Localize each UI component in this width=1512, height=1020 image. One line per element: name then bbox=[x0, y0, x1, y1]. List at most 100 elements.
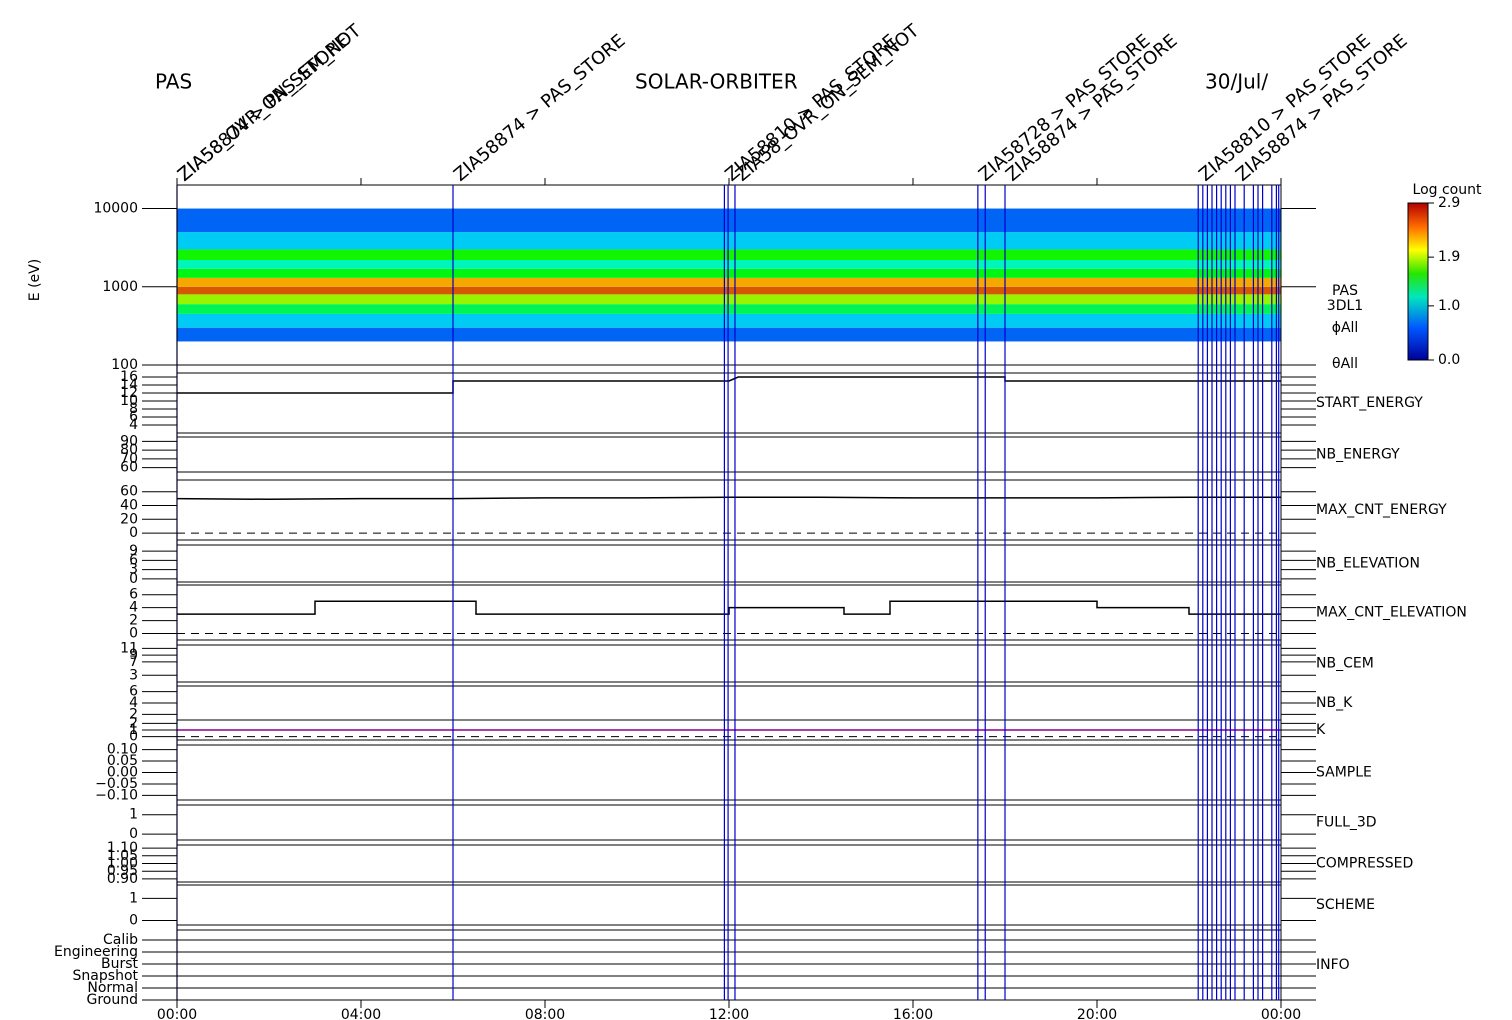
event-annotation: ZIA58874 > PAS_STORE bbox=[450, 30, 629, 185]
y-tick-label: 1000 bbox=[102, 279, 138, 295]
x-tick-label: 16:00 bbox=[893, 1007, 933, 1020]
panel-label: SAMPLE bbox=[1316, 765, 1372, 781]
y-tick-label: −0.05 bbox=[95, 776, 138, 792]
x-tick-label: 12:00 bbox=[709, 1007, 749, 1020]
y-tick-label: 1 bbox=[129, 807, 138, 823]
panel-label: NB_ENERGY bbox=[1316, 447, 1400, 463]
y-tick-label: 4 bbox=[129, 417, 138, 433]
side-label: θAll bbox=[1332, 356, 1358, 372]
spectrogram-band bbox=[177, 294, 1281, 305]
y-tick-label: 0 bbox=[129, 913, 138, 929]
spectrogram-band bbox=[177, 249, 1281, 260]
panel-label: NB_ELEVATION bbox=[1316, 556, 1420, 572]
category-label: Calib bbox=[103, 932, 138, 948]
spectrogram-band bbox=[177, 286, 1281, 295]
y-tick-label: 9 bbox=[129, 647, 138, 663]
panel-label: NB_CEM bbox=[1316, 656, 1374, 672]
event-annotation: ZIA58728 > PAS_STORE bbox=[975, 30, 1154, 185]
y-tick-label: −0.10 bbox=[95, 787, 138, 803]
y-tick-label: 1.10 bbox=[107, 840, 138, 856]
y-tick-label: 0.10 bbox=[107, 742, 138, 758]
y-tick-label: 0 bbox=[129, 826, 138, 842]
y-tick-label: 9 bbox=[129, 543, 138, 559]
colorbar-title: Log count bbox=[1413, 182, 1482, 198]
colorbar-tick-label: 0.0 bbox=[1438, 352, 1460, 368]
spectrogram-band bbox=[177, 232, 1281, 250]
series-line bbox=[177, 600, 1281, 615]
x-tick-label: 00:00 bbox=[157, 1007, 197, 1020]
colorbar bbox=[1407, 202, 1429, 361]
y-tick-label: 40 bbox=[120, 498, 138, 514]
series-line bbox=[176, 496, 1281, 501]
y-tick-label: 1 bbox=[129, 722, 138, 738]
category-label: Burst bbox=[101, 956, 139, 972]
x-tick-label: 20:00 bbox=[1077, 1007, 1117, 1020]
y-tick-label: 0.00 bbox=[107, 765, 138, 781]
y-tick-label: 6 bbox=[129, 552, 138, 568]
event-annotation: ZIA58_OVR_ON_SEM_NOT bbox=[732, 20, 924, 186]
side-label: PAS bbox=[1332, 283, 1358, 299]
y-tick-label: 60 bbox=[120, 484, 138, 500]
y-tick-label: 2 bbox=[129, 715, 138, 731]
panel-label: FULL_3D bbox=[1316, 815, 1377, 831]
y-tick-label: 4 bbox=[129, 600, 138, 616]
y-tick-label: 10000 bbox=[93, 201, 138, 217]
side-label: 3DL1 bbox=[1327, 298, 1363, 314]
y-tick-label: 6 bbox=[129, 587, 138, 603]
y-tick-label: 2 bbox=[129, 613, 138, 629]
colorbar-tick-label: 1.9 bbox=[1438, 249, 1460, 265]
panel-label: SCHEME bbox=[1316, 897, 1375, 913]
y-tick-label: 0 bbox=[129, 626, 138, 642]
y-tick-label: 60 bbox=[120, 460, 138, 476]
y-tick-label: 3 bbox=[129, 667, 138, 683]
panel-label: MAX_CNT_ELEVATION bbox=[1316, 605, 1467, 621]
y-tick-label: 16 bbox=[120, 369, 138, 385]
series-line bbox=[177, 376, 1281, 394]
event-annotation: ZIA58874 > PAS_STORE bbox=[1002, 30, 1181, 185]
panel-label: MAX_CNT_ENERGY bbox=[1316, 502, 1447, 518]
y-tick-label: 3 bbox=[129, 562, 138, 578]
panel-label: NB_K bbox=[1316, 695, 1353, 711]
spectrogram-band bbox=[177, 313, 1281, 328]
y-tick-label: 70 bbox=[120, 451, 138, 467]
spectrogram-band bbox=[177, 327, 1281, 342]
y-tick-label: 2 bbox=[129, 706, 138, 722]
panel-label: K bbox=[1316, 722, 1326, 738]
y-tick-label: 80 bbox=[120, 442, 138, 458]
y-tick-label: 0.95 bbox=[107, 863, 138, 879]
y-tick-label: 7 bbox=[129, 654, 138, 670]
colorbar-tick-label: 1.0 bbox=[1438, 298, 1460, 314]
y-tick-label: 0 bbox=[129, 525, 138, 541]
spectrogram-band bbox=[177, 304, 1281, 314]
y-tick-label: 90 bbox=[120, 433, 138, 449]
y-tick-label: 14 bbox=[120, 377, 138, 393]
x-tick-label: 04:00 bbox=[341, 1007, 381, 1020]
spectrogram-band bbox=[177, 259, 1281, 269]
y-tick-label: 0.90 bbox=[107, 871, 138, 887]
category-label: Engineering bbox=[54, 944, 138, 960]
header-left: PAS bbox=[155, 70, 192, 94]
y-tick-label: 4 bbox=[129, 695, 138, 711]
header-right: 30/Jul/ bbox=[1205, 70, 1268, 94]
y-tick-label: 1.05 bbox=[107, 848, 138, 864]
y-tick-label: 1 bbox=[129, 890, 138, 906]
y-tick-label: 100 bbox=[111, 357, 138, 373]
panel-label: INFO bbox=[1316, 957, 1350, 973]
event-annotation: ZIA58810 > PAS_STORE bbox=[1195, 30, 1374, 185]
panel-label: START_ENERGY bbox=[1316, 395, 1423, 411]
category-label: Ground bbox=[87, 992, 139, 1008]
y-tick-label: 0 bbox=[129, 571, 138, 587]
y-tick-label: 11 bbox=[120, 640, 138, 656]
spectrogram-band bbox=[177, 268, 1281, 278]
y-tick-label: 0 bbox=[129, 729, 138, 745]
y-tick-label: 8 bbox=[129, 401, 138, 417]
header-center: SOLAR-ORBITER bbox=[635, 70, 798, 94]
y-tick-label: 0.05 bbox=[107, 753, 138, 769]
side-label: ϕAll bbox=[1332, 320, 1359, 336]
category-label: Normal bbox=[87, 980, 138, 996]
category-label: Snapshot bbox=[73, 968, 139, 984]
y-axis-label: E (eV) bbox=[27, 259, 43, 301]
x-tick-label: 08:00 bbox=[525, 1007, 565, 1020]
panel-label: COMPRESSED bbox=[1316, 856, 1413, 872]
